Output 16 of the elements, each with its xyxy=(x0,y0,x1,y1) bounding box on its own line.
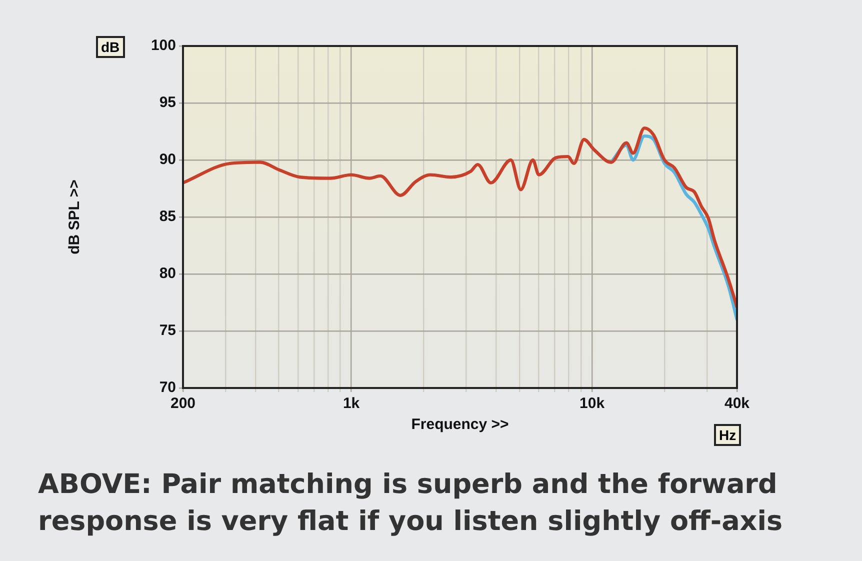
x-axis-title: Frequency >> xyxy=(411,416,510,434)
y-tick-label: 95 xyxy=(159,94,176,112)
x-tick-label: 10k xyxy=(580,395,606,412)
y-tick-label: 90 xyxy=(159,151,176,168)
text: Hz xyxy=(714,424,742,446)
text: dB xyxy=(96,36,125,58)
y-tick-label: 85 xyxy=(159,208,176,226)
y-tick-label: 100 xyxy=(150,37,176,54)
y-tick-label: 80 xyxy=(159,265,176,282)
x-tick-label: 40k xyxy=(724,395,750,412)
y-tick-label: 75 xyxy=(159,322,176,340)
y-axis-title: dB SPL >> xyxy=(66,179,84,254)
text: ABOVE: Pair matching is superb and the forward response is very flat if you listen slightly off-axis xyxy=(38,468,784,539)
y-tick-label: 70 xyxy=(159,379,176,396)
x-tick-label: 1k xyxy=(342,395,360,412)
x-tick-label: 200 xyxy=(170,395,196,412)
